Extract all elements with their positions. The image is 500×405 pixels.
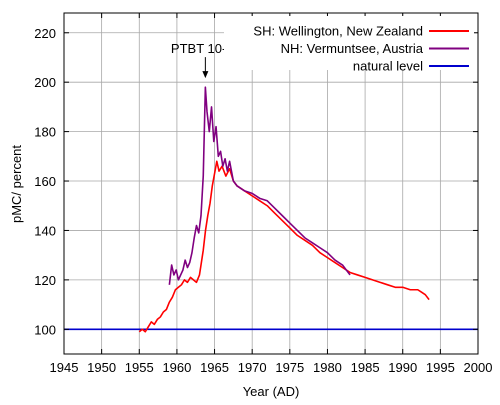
x-tick-label: 2000 <box>464 360 493 375</box>
x-tick-label: 1945 <box>50 360 79 375</box>
x-tick-label: 1990 <box>388 360 417 375</box>
annotation-arrow-head <box>202 71 209 79</box>
x-tick-label: 1985 <box>351 360 380 375</box>
legend: SH: Wellington, New Zealand NH: Vermuntse… <box>224 16 474 74</box>
x-tick-label: 1970 <box>238 360 267 375</box>
legend-label: SH: Wellington, New Zealand <box>253 24 423 39</box>
series-lines <box>64 86 478 333</box>
series-line <box>168 86 351 285</box>
legend-label: natural level <box>353 59 423 74</box>
y-tick-label: 140 <box>34 223 56 238</box>
legend-background <box>224 16 474 70</box>
legend-label: NH: Vermuntsee, Austria <box>281 41 424 56</box>
x-axis-label: Year (AD) <box>243 384 300 399</box>
x-tick-label: 1950 <box>87 360 116 375</box>
y-tick-label: 220 <box>34 26 56 41</box>
series-line <box>138 160 430 333</box>
x-tick-label: 1960 <box>162 360 191 375</box>
x-tick-label: 1955 <box>125 360 154 375</box>
y-tick-label: 160 <box>34 174 56 189</box>
x-tick-label: 1980 <box>313 360 342 375</box>
y-axis-label: pMC/ percent <box>9 145 24 223</box>
y-tick-label: 180 <box>34 125 56 140</box>
y-tick-label: 120 <box>34 273 56 288</box>
y-tick-label: 200 <box>34 75 56 90</box>
x-tick-label: 1975 <box>275 360 304 375</box>
y-tick-label: 100 <box>34 322 56 337</box>
plot-frame <box>63 12 479 355</box>
x-tick-label: 1995 <box>426 360 455 375</box>
x-tick-label: 1965 <box>200 360 229 375</box>
axis-ticks: 1945 1950 1955 1960 1965 1970 1975 1980 1985 1990… <box>34 13 492 375</box>
